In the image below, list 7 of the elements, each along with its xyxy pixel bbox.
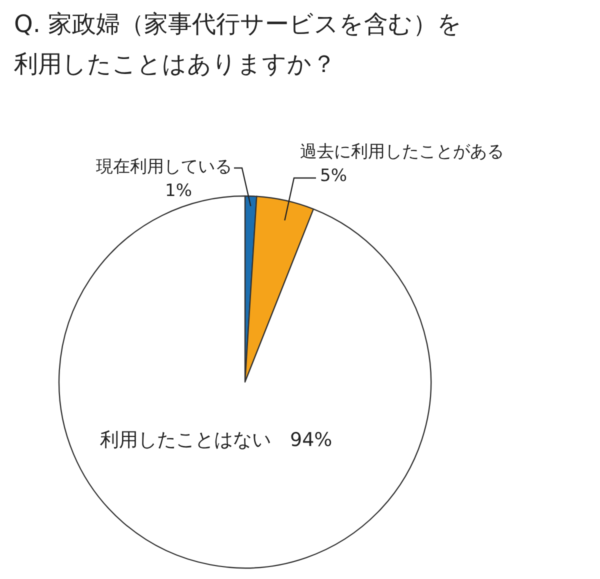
slice-label: 過去に利用したことがある <box>300 142 504 162</box>
chart-title: Q. 家政婦（家事代行サービスを含む）を利用したことはありますか？ <box>14 10 462 78</box>
slice-label: 現在利用している <box>96 157 232 177</box>
data-label: 1% <box>165 181 192 201</box>
pie-slice <box>58 195 432 568</box>
data-label: 5% <box>320 166 347 186</box>
slice-label: 利用したことはない 94% <box>100 429 332 451</box>
